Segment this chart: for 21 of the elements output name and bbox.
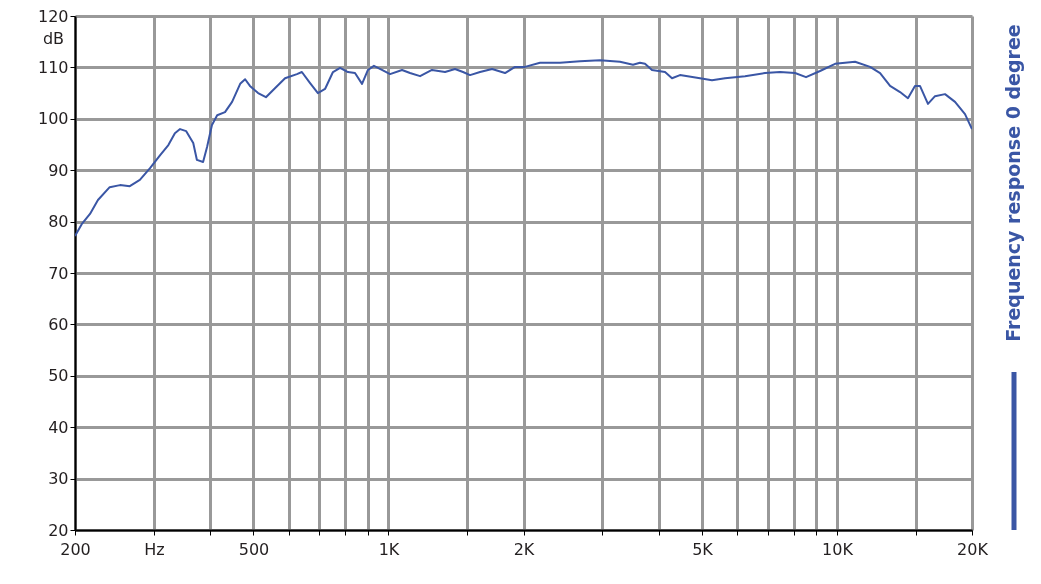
y-axis-title: dB [42,28,65,48]
x-tick-label: 500 [238,539,270,559]
y-tick-label: 20 [48,520,69,540]
y-tick-label: 90 [48,160,69,180]
y-tick-label: 110 [37,57,69,77]
x-tick-label: 1K [378,539,400,559]
y-tick-label: 60 [48,314,69,334]
x-tick-label: Hz [144,539,165,559]
x-tick-label: 10K [822,539,854,559]
y-tick-label: 120 [37,6,69,26]
text: Frequency response 0 degree [1002,24,1024,342]
y-tick-label: 50 [48,366,69,386]
x-tick-label: 20K [957,539,989,559]
x-tick-label: 200 [60,539,91,559]
y-tick-label: 30 [48,469,69,489]
y-tick-label: 40 [48,417,69,437]
y-tick-label: 70 [48,263,69,283]
x-tick-label: 5K [692,539,714,559]
y-tick-label: 100 [37,109,69,129]
x-tick-label: 2K [513,539,535,559]
y-tick-label: 80 [48,212,69,232]
